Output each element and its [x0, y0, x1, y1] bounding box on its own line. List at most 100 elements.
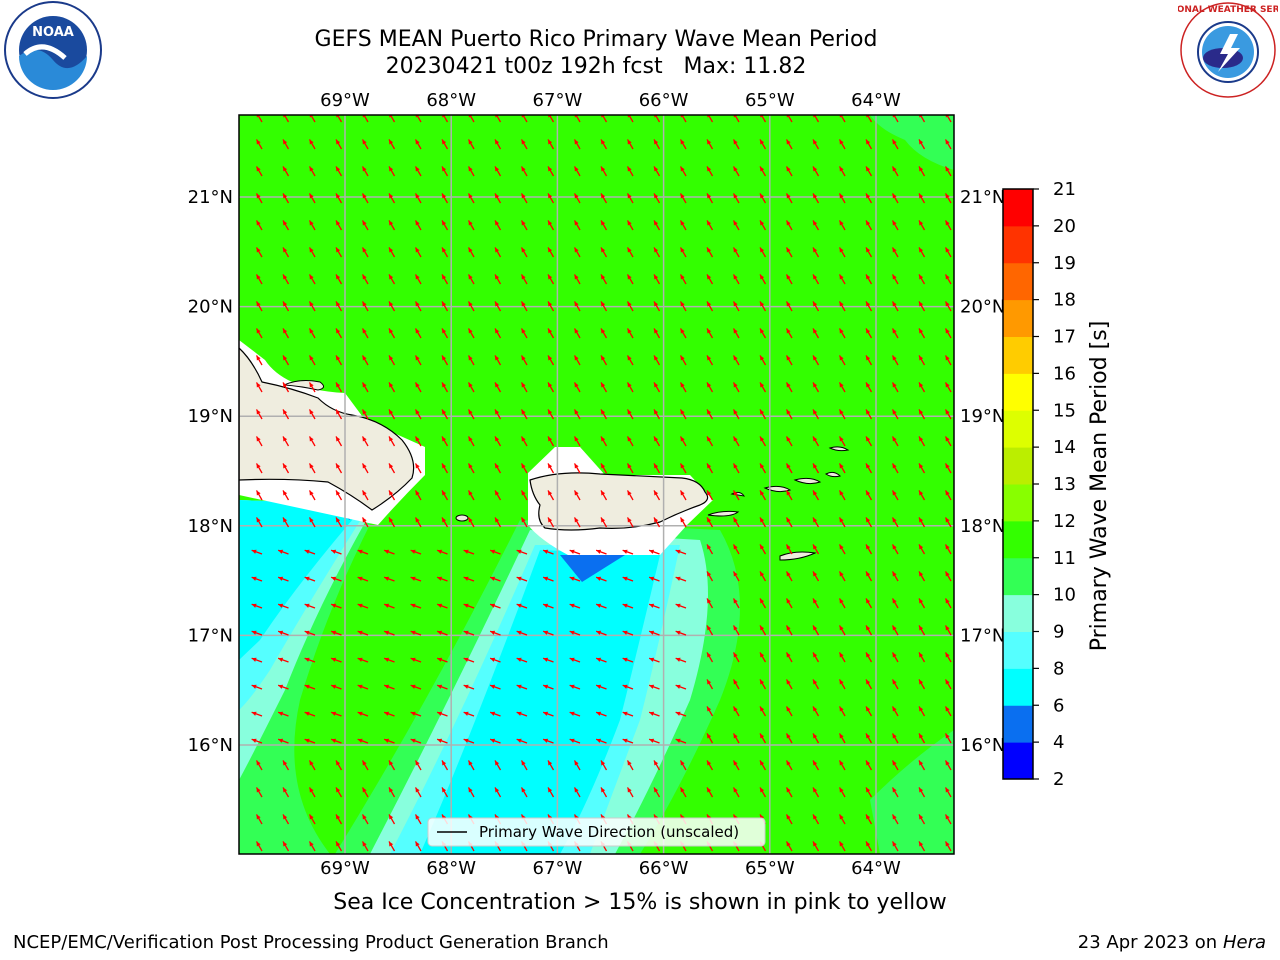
wave-arrow	[251, 711, 263, 717]
wave-arrow	[865, 166, 873, 177]
colorbar-segment	[1003, 299, 1033, 337]
wave-arrow	[573, 247, 581, 258]
wave-arrow	[569, 549, 581, 555]
wave-arrow	[516, 711, 528, 717]
wave-arrow	[595, 711, 607, 717]
wave-arrow	[335, 274, 343, 285]
wave-arrow	[304, 630, 316, 636]
wave-arrow	[944, 733, 952, 744]
wave-arrow	[520, 166, 528, 177]
wave-arrow	[520, 328, 528, 339]
wave-arrow	[865, 841, 873, 852]
wave-arrow	[732, 517, 740, 528]
wave-arrow	[494, 274, 502, 285]
wave-arrow	[255, 490, 263, 501]
wave-arrow	[547, 517, 555, 528]
wave-arrow	[812, 652, 820, 663]
wave-arrow	[891, 436, 899, 447]
wave-arrow	[463, 549, 475, 555]
wave-arrow	[944, 706, 952, 717]
wave-arrow	[251, 603, 263, 609]
graticule	[239, 115, 954, 854]
wave-arrow	[785, 382, 793, 393]
colorbar-tick-label: 11	[1053, 548, 1076, 569]
lat-label-left: 19°N	[188, 406, 233, 427]
wave-arrow	[706, 517, 714, 528]
wave-arrow	[865, 625, 873, 636]
wave-arrow	[573, 274, 581, 285]
wave-arrow	[865, 598, 873, 609]
sea-ice-caption: Sea Ice Concentration > 15% is shown in …	[333, 890, 947, 915]
wave-arrow	[357, 630, 369, 636]
wave-arrow	[679, 274, 687, 285]
wave-arrow	[838, 517, 846, 528]
wave-arrow	[675, 603, 687, 609]
wave-arrow	[308, 814, 316, 825]
wave-arrow	[891, 247, 899, 258]
wave-arrow	[679, 139, 687, 150]
wave-arrow	[865, 328, 873, 339]
wave-arrow	[865, 139, 873, 150]
colorbar-segment	[1003, 225, 1033, 264]
wave-arrow	[838, 220, 846, 231]
wave-arrow	[489, 576, 501, 582]
wave-arrow	[600, 274, 608, 285]
wave-arrow	[489, 684, 501, 690]
wave-arrow	[330, 684, 342, 690]
wave-arrow	[679, 787, 687, 798]
wave-arrow	[282, 301, 290, 312]
wave-arrow	[626, 463, 634, 474]
wave-arrow	[542, 603, 554, 609]
wave-arrow	[441, 328, 449, 339]
lat-label-right: 18°N	[960, 516, 1005, 537]
nws-logo-text: NATIONAL WEATHER SERVICE	[1178, 5, 1278, 15]
wave-arrow	[838, 625, 846, 636]
wave-arrow	[812, 679, 820, 690]
wave-arrow	[944, 625, 952, 636]
wave-arrow	[653, 139, 661, 150]
wave-arrow	[838, 382, 846, 393]
wave-arrow	[467, 139, 475, 150]
wave-arrow	[918, 490, 926, 501]
wave-arrow	[330, 576, 342, 582]
wave-arrow	[838, 706, 846, 717]
wave-arrow	[918, 463, 926, 474]
wave-arrow	[812, 490, 820, 501]
wave-arrow	[547, 220, 555, 231]
wave-arrow	[944, 436, 952, 447]
wave-arrow	[255, 517, 263, 528]
colorbar-tick-label: 12	[1053, 511, 1076, 532]
wave-arrow	[648, 657, 660, 663]
wave-arrow	[361, 814, 369, 825]
wave-arrow	[414, 355, 422, 366]
colorbar-segment	[1003, 705, 1033, 743]
wave-arrow	[626, 328, 634, 339]
wave-arrow	[838, 490, 846, 501]
wave-arrow	[600, 490, 608, 501]
wave-arrow	[357, 576, 369, 582]
wave-arrow	[520, 301, 528, 312]
land-tortuga	[283, 380, 324, 391]
wave-arrow	[600, 301, 608, 312]
wave-arrow	[653, 355, 661, 366]
wave-arrow	[891, 733, 899, 744]
wave-arrow	[436, 684, 448, 690]
wave-arrow	[785, 247, 793, 258]
wave-arrow	[282, 193, 290, 204]
wave-arrow	[255, 409, 263, 420]
land-mona-island	[455, 514, 469, 522]
wave-arrow	[626, 355, 634, 366]
lat-label-right: 16°N	[960, 735, 1005, 756]
wave-arrow	[282, 274, 290, 285]
wave-arrow	[838, 139, 846, 150]
wave-arrow	[308, 220, 316, 231]
wave-arrow	[282, 490, 290, 501]
wave-arrow	[653, 490, 661, 501]
wave-arrow	[361, 436, 369, 447]
wave-arrow	[812, 436, 820, 447]
wave-arrow	[918, 301, 926, 312]
wave-arrow	[388, 139, 396, 150]
wave-arrow	[785, 679, 793, 690]
wave-arrow	[759, 625, 767, 636]
wave-arrow	[282, 760, 290, 771]
